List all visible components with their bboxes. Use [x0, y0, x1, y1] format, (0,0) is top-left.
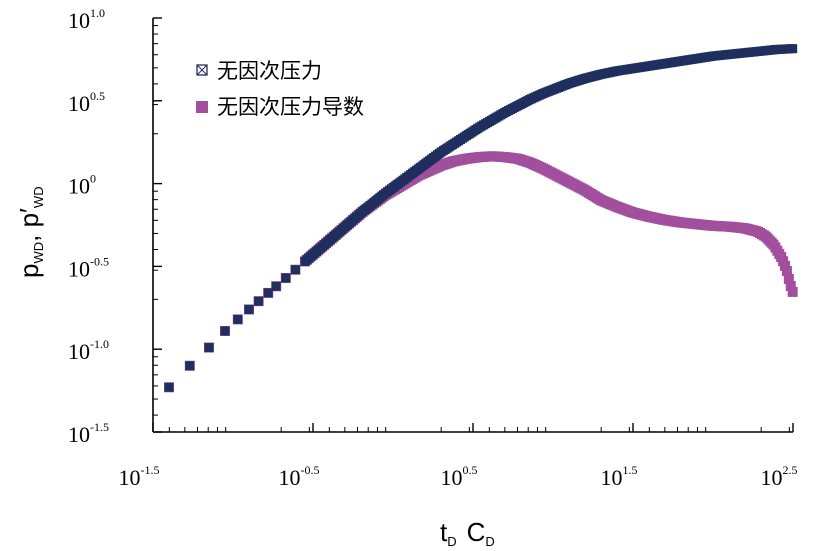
y-tick-label: 10-0.5 — [68, 254, 109, 281]
legend-label-derivative: 无因次压力导数 — [217, 95, 364, 119]
data-point — [785, 280, 796, 291]
x-tick-label: 101.5 — [601, 463, 638, 490]
y-tick-label: 10-1.0 — [68, 337, 109, 364]
y-tick-marks — [153, 17, 162, 433]
data-point — [780, 260, 790, 271]
x-tick-label: 10-1.5 — [119, 463, 160, 490]
y-tick-labels: 101.0 100.5 100 10-0.5 10-1.0 10-1.5 — [68, 6, 109, 447]
data-point — [281, 273, 291, 283]
series-0 — [164, 44, 798, 392]
x-tick-label: 10-0.5 — [279, 463, 320, 490]
legend-marker-derivative — [196, 101, 208, 113]
plot-series — [164, 44, 798, 393]
legend-label-pressure: 无因次压力 — [217, 59, 322, 83]
legend-marker-cross-icon — [196, 64, 208, 76]
x-tick-marks — [152, 423, 794, 432]
data-point — [164, 382, 174, 392]
data-point — [290, 265, 300, 275]
x-tick-label: 100.5 — [441, 463, 478, 490]
data-point — [783, 273, 794, 284]
axes — [152, 17, 794, 433]
data-point — [787, 286, 798, 297]
data-point — [220, 326, 230, 336]
data-point — [271, 281, 281, 291]
data-point — [185, 361, 195, 371]
y-tick-label: 100 — [68, 172, 96, 199]
data-point — [263, 288, 273, 298]
legend: 无因次压力 无因次压力导数 — [196, 59, 364, 119]
data-point — [788, 44, 798, 54]
data-point — [204, 343, 214, 353]
y-tick-label: 10-1.5 — [68, 420, 109, 447]
x-tick-label: 102.5 — [761, 463, 798, 490]
x-axis-title: tD CD — [440, 517, 495, 549]
series-1 — [164, 151, 798, 393]
y-axis-title: pWD, p′WD — [14, 186, 46, 278]
y-tick-label: 101.0 — [68, 6, 105, 33]
legend-item-derivative: 无因次压力导数 — [196, 95, 364, 119]
y-tick-label: 100.5 — [68, 89, 105, 116]
data-point — [254, 296, 264, 306]
data-point — [781, 266, 792, 277]
data-point — [233, 314, 243, 324]
data-point — [244, 304, 254, 314]
x-tick-labels: 10-1.5 10-0.5 100.5 101.5 102.5 — [119, 463, 798, 490]
legend-item-pressure: 无因次压力 — [196, 59, 322, 83]
